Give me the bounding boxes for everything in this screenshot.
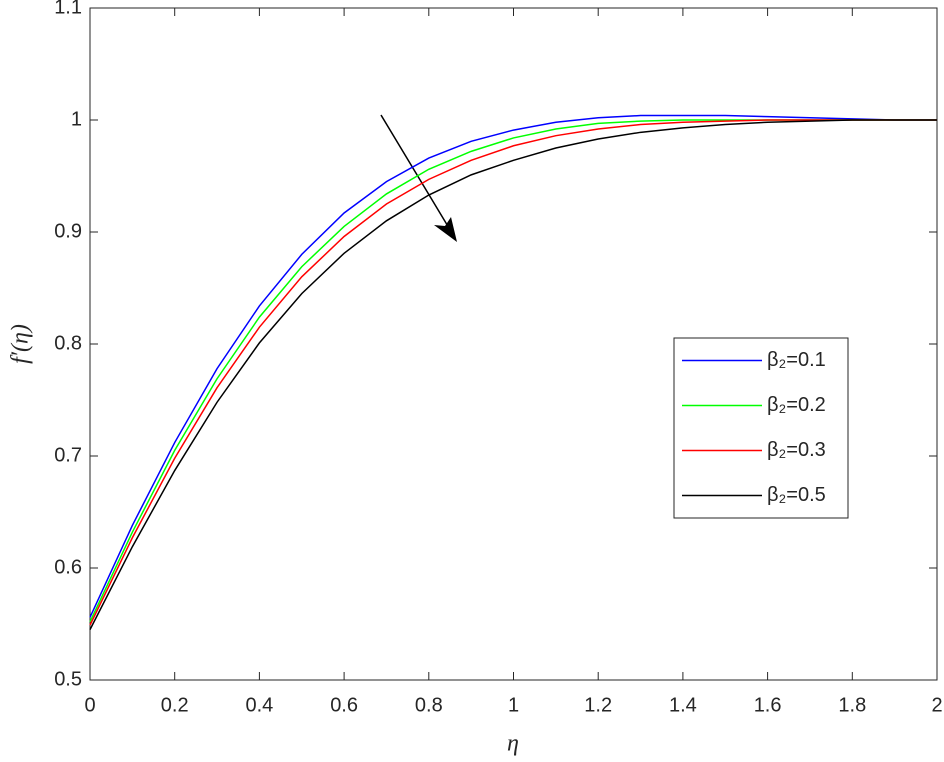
y-tick-label: 0.5 (54, 668, 82, 690)
annotation-arrow (380, 114, 457, 242)
y-tick-label: 0.7 (54, 444, 82, 466)
x-tick-label: 0.6 (330, 694, 358, 716)
legend-label: β₂=0.3 (767, 439, 826, 461)
x-tick-label: 1 (508, 694, 519, 716)
x-tick-label: 0.4 (245, 694, 273, 716)
x-tick-label: 0 (84, 694, 95, 716)
y-tick-label: 0.6 (54, 556, 82, 578)
y-tick-label: 0.8 (54, 332, 82, 354)
line-series (89, 114, 937, 618)
y-tick-label: 1.1 (54, 0, 82, 18)
line-series (89, 119, 937, 630)
x-tick-label: 0.2 (161, 694, 189, 716)
x-tick-label: 1.6 (754, 694, 782, 716)
y-tick-label: 1 (71, 108, 82, 130)
legend-label: β₂=0.5 (767, 484, 826, 506)
legend-label: β₂=0.1 (767, 349, 826, 371)
y-axis-label: f′(η) (8, 324, 34, 364)
x-tick-label: 1.2 (584, 694, 612, 716)
x-tick-label: 1.4 (669, 694, 697, 716)
line-series (89, 119, 937, 626)
legend-box (673, 337, 849, 519)
x-tick-label: 1.8 (838, 694, 866, 716)
y-tick-label: 0.9 (54, 220, 82, 242)
x-tick-label: 2 (931, 694, 942, 716)
x-axis-label: η (507, 731, 519, 757)
legend-label: β₂=0.2 (767, 394, 826, 416)
x-tick-label: 0.8 (415, 694, 443, 716)
